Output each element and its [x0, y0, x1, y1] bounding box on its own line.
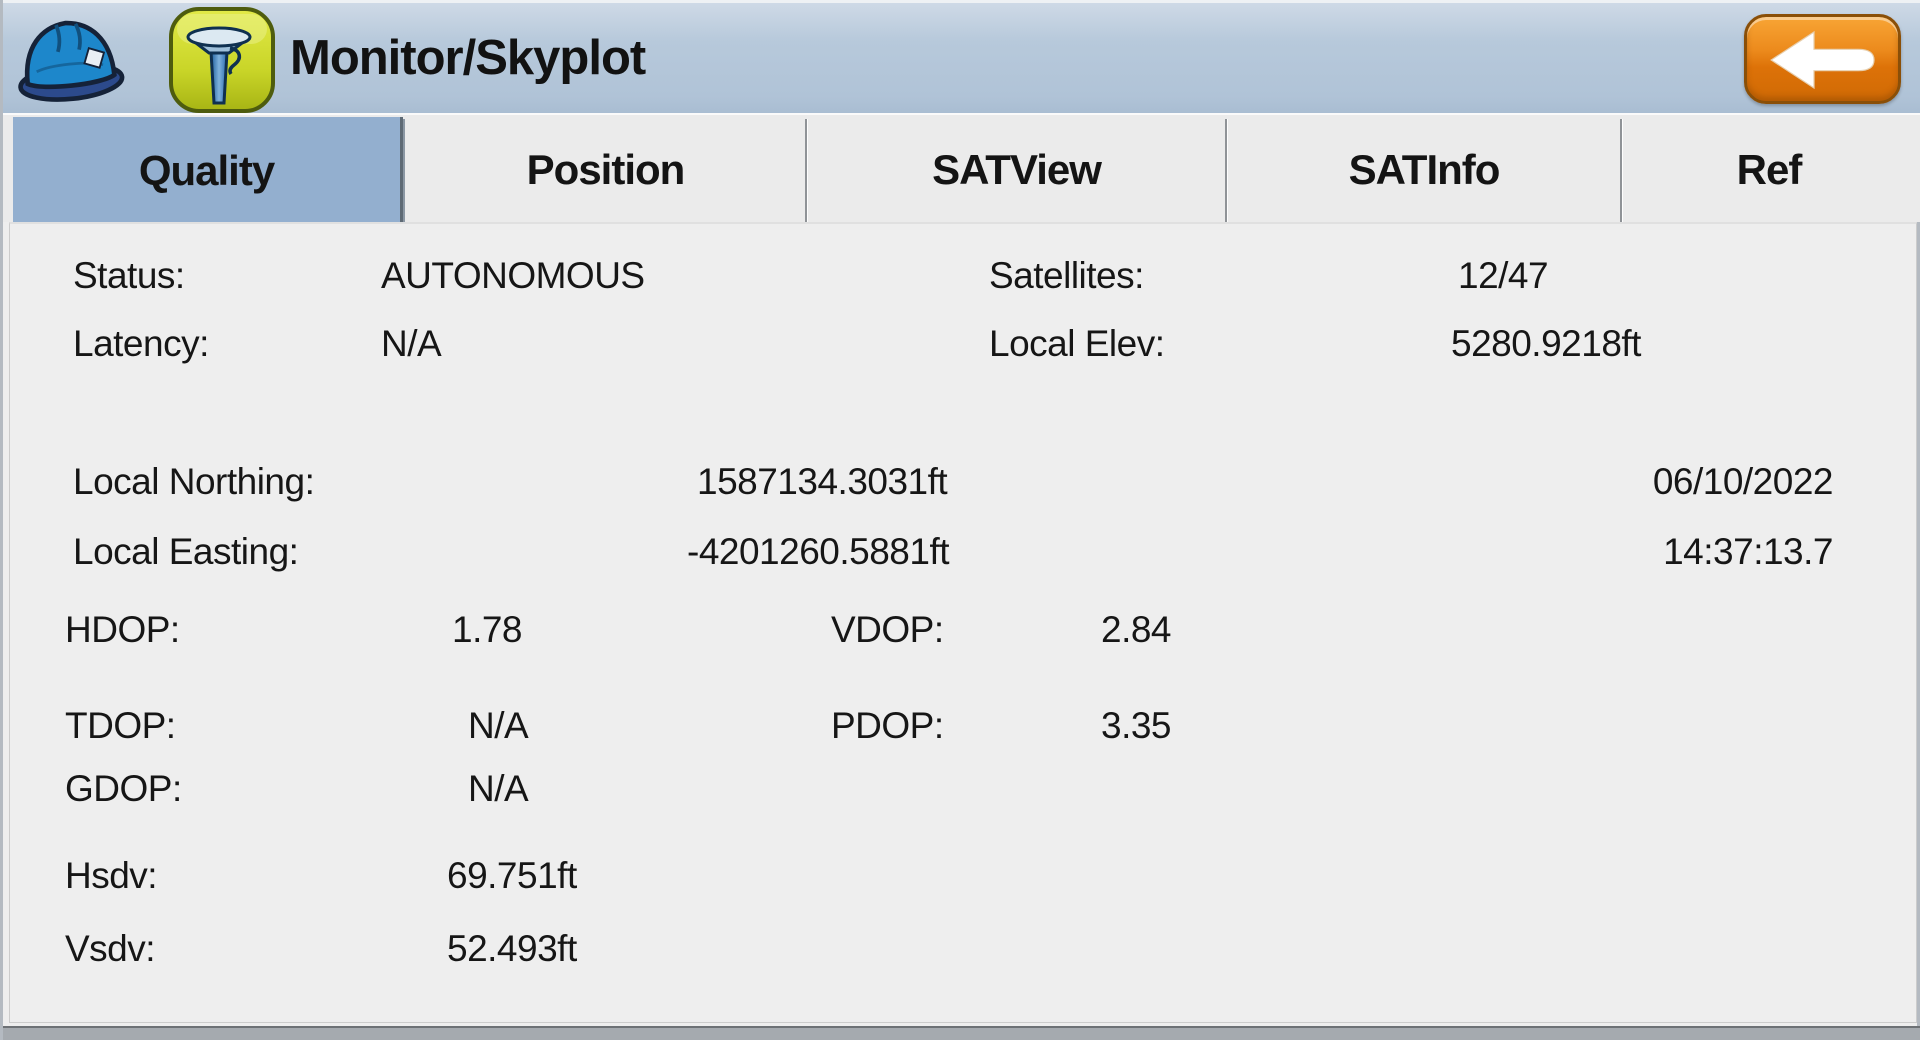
status-label: Status: — [73, 255, 185, 296]
tab-ref[interactable]: Ref — [1736, 145, 1803, 193]
back-button[interactable] — [1744, 14, 1901, 104]
title-bar: Monitor/Skyplot — [3, 0, 1920, 113]
latency-label: Latency: — [73, 323, 209, 364]
hdop-label: HDOP: — [65, 609, 180, 650]
tab-satview[interactable]: SATView — [932, 145, 1102, 193]
local-northing-value: 1587134.3031ft — [697, 461, 948, 502]
tab-position[interactable]: Position — [526, 145, 686, 193]
hdop-value: 1.78 — [452, 609, 523, 650]
tab-bar: Quality Position SATView SATInfo Ref — [3, 113, 1920, 224]
hard-hat-icon[interactable] — [13, 9, 125, 111]
local-elev-label: Local Elev: — [989, 323, 1165, 364]
pdop-value: 3.35 — [1101, 705, 1172, 746]
date-value: 06/10/2022 — [1652, 461, 1834, 502]
tab-divider — [805, 119, 808, 224]
tab-satinfo[interactable]: SATInfo — [1348, 145, 1501, 193]
vdop-value: 2.84 — [1101, 609, 1172, 650]
satellites-label: Satellites: — [989, 255, 1144, 296]
local-easting-label: Local Easting: — [73, 531, 299, 572]
vsdv-label: Vsdv: — [65, 928, 156, 969]
tab-quality[interactable]: Quality — [13, 117, 403, 224]
tab-divider — [1225, 119, 1228, 224]
page-title: Monitor/Skyplot — [290, 31, 646, 85]
bottom-edge-bar — [3, 1026, 1920, 1040]
quality-panel — [9, 222, 1917, 1023]
tdop-label: TDOP: — [65, 705, 176, 746]
vsdv-value: 52.493ft — [447, 928, 577, 969]
gps-antenna-icon[interactable] — [165, 5, 279, 115]
tab-divider — [1620, 119, 1623, 224]
gdop-value: N/A — [468, 768, 529, 809]
pdop-label: PDOP: — [831, 705, 944, 746]
local-northing-label: Local Northing: — [73, 461, 315, 502]
gdop-label: GDOP: — [65, 768, 182, 809]
tdop-value: N/A — [468, 705, 529, 746]
latency-value: N/A — [381, 323, 442, 364]
hsdv-value: 69.751ft — [447, 855, 577, 896]
satellites-value: 12/47 — [1458, 255, 1549, 296]
local-elev-value: 5280.9218ft — [1451, 323, 1641, 364]
local-easting-value: -4201260.5881ft — [687, 531, 950, 572]
time-value: 14:37:13.7 — [1663, 531, 1833, 572]
hsdv-label: Hsdv: — [65, 855, 158, 896]
vdop-label: VDOP: — [831, 609, 944, 650]
status-value: AUTONOMOUS — [381, 255, 645, 296]
